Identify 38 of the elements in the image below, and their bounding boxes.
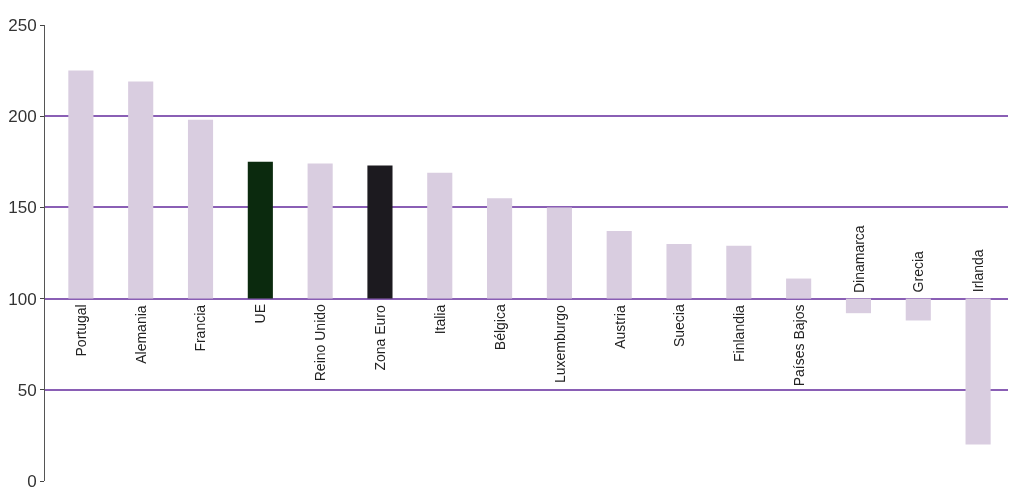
x-tick-label: Suecia — [670, 304, 687, 348]
x-tick-label: Países Bajos — [791, 304, 808, 387]
x-tick-label: Irlanda — [969, 249, 986, 293]
bar — [307, 163, 333, 299]
bar — [845, 298, 872, 314]
bar — [726, 245, 752, 299]
y-tick-label: 50 — [17, 380, 37, 400]
bar — [905, 298, 931, 321]
bar — [965, 298, 991, 445]
x-tick-label: Reino Unido — [312, 303, 329, 382]
x-tick-label: Portugal — [73, 304, 90, 357]
bar — [427, 172, 453, 299]
bar — [666, 243, 692, 299]
x-tick-label: Austria — [611, 305, 628, 349]
bar — [187, 119, 214, 299]
x-tick-label: Dinamarca — [850, 225, 867, 294]
x-tick-label: Bélgica — [491, 304, 508, 351]
y-tick-label: 100 — [8, 289, 37, 309]
bar — [606, 231, 632, 299]
bar — [367, 165, 393, 299]
x-tick-label: Francia — [192, 304, 209, 352]
y-tick-label: 0 — [27, 471, 37, 491]
x-tick-label: UE — [252, 303, 269, 324]
y-tick-label: 200 — [8, 107, 37, 127]
bar — [546, 207, 572, 299]
bar — [68, 70, 94, 299]
bar — [487, 198, 513, 299]
bar — [786, 278, 812, 299]
y-tick-label: 250 — [8, 15, 37, 35]
x-tick-label: Italia — [432, 304, 449, 335]
y-tick-label: 150 — [8, 198, 37, 218]
x-tick-label: Alemania — [132, 305, 149, 364]
x-tick-label: Grecia — [910, 250, 927, 293]
x-tick-label: Zona Euro — [372, 304, 389, 371]
bar — [247, 161, 273, 299]
x-tick-label: Luxemburgo — [551, 304, 568, 383]
x-tick-label: Finlandia — [730, 304, 747, 362]
bar — [128, 81, 154, 299]
